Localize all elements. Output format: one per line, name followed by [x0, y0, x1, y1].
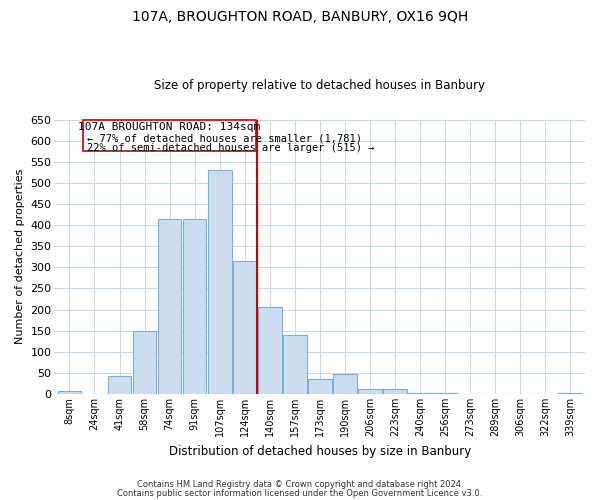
- Text: 107A BROUGHTON ROAD: 134sqm: 107A BROUGHTON ROAD: 134sqm: [79, 122, 261, 132]
- Bar: [283, 335, 307, 394]
- Bar: [383, 388, 407, 394]
- X-axis label: Distribution of detached houses by size in Banbury: Distribution of detached houses by size …: [169, 444, 471, 458]
- Bar: [358, 388, 382, 394]
- Bar: [208, 170, 232, 394]
- Bar: [433, 393, 457, 394]
- Bar: [183, 219, 206, 394]
- Bar: [233, 261, 257, 394]
- Text: 22% of semi-detached houses are larger (515) →: 22% of semi-detached houses are larger (…: [87, 143, 374, 153]
- FancyBboxPatch shape: [83, 120, 256, 151]
- Bar: [308, 379, 332, 394]
- Bar: [408, 393, 432, 394]
- Bar: [333, 374, 356, 394]
- Bar: [558, 393, 582, 394]
- Y-axis label: Number of detached properties: Number of detached properties: [15, 169, 25, 344]
- Text: ← 77% of detached houses are smaller (1,781): ← 77% of detached houses are smaller (1,…: [87, 133, 362, 143]
- Text: 107A, BROUGHTON ROAD, BANBURY, OX16 9QH: 107A, BROUGHTON ROAD, BANBURY, OX16 9QH: [132, 10, 468, 24]
- Bar: [158, 219, 181, 394]
- Text: Contains public sector information licensed under the Open Government Licence v3: Contains public sector information licen…: [118, 488, 482, 498]
- Bar: [258, 308, 281, 394]
- Bar: [58, 390, 82, 394]
- Text: Contains HM Land Registry data © Crown copyright and database right 2024.: Contains HM Land Registry data © Crown c…: [137, 480, 463, 489]
- Title: Size of property relative to detached houses in Banbury: Size of property relative to detached ho…: [154, 79, 485, 92]
- Bar: [133, 330, 157, 394]
- Bar: [107, 376, 131, 394]
